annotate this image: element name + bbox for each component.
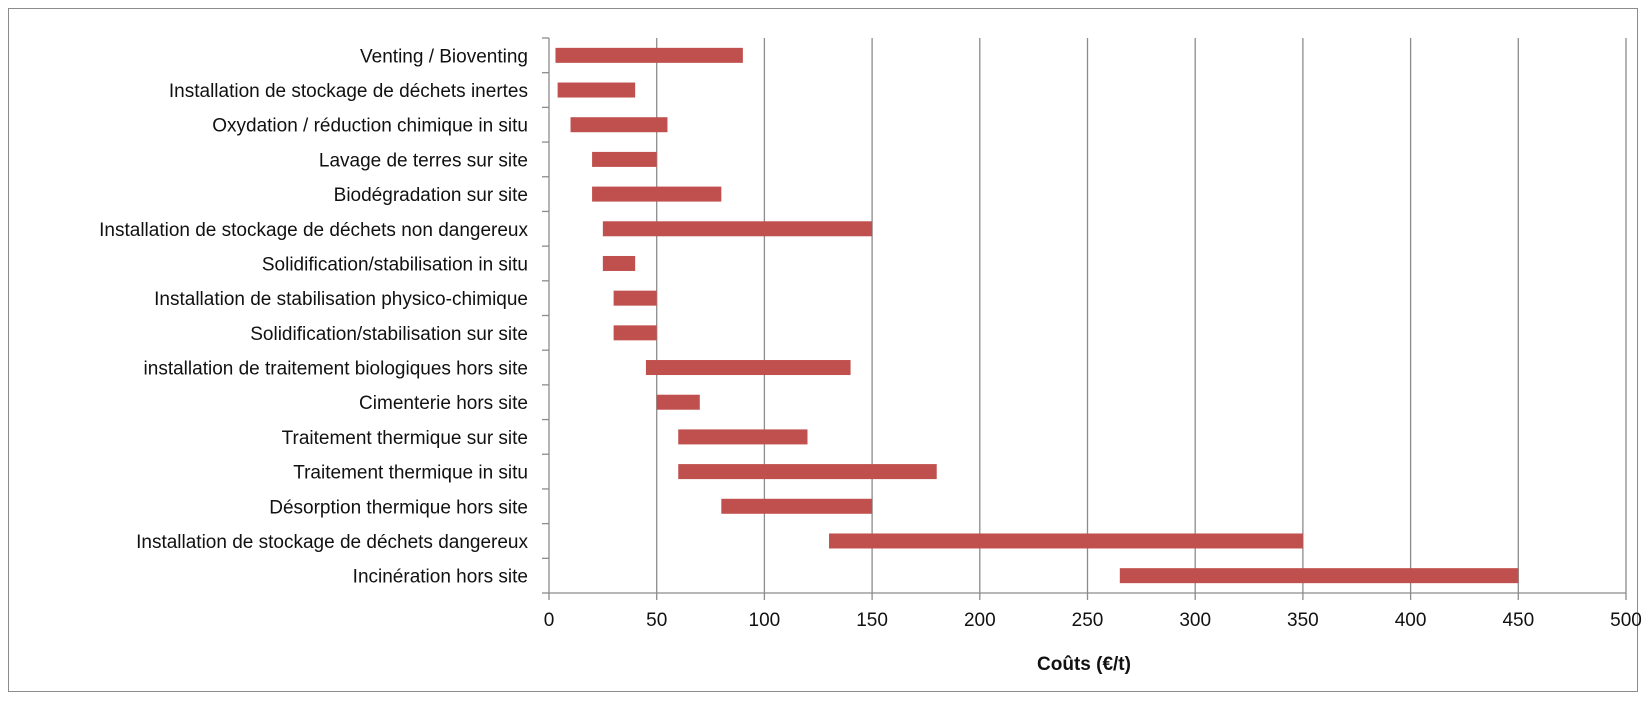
x-tick-label: 100 xyxy=(749,610,781,631)
range-bar xyxy=(678,429,808,445)
category-label: Incinération hors site xyxy=(353,567,528,588)
chart-frame xyxy=(8,8,1638,692)
range-bar xyxy=(645,360,851,376)
category-label: Biodégradation sur site xyxy=(334,185,528,206)
x-tick-label: 50 xyxy=(646,610,667,631)
category-label: Oxydation / réduction chimique in situ xyxy=(212,116,528,137)
range-bar xyxy=(829,533,1303,549)
axes xyxy=(542,37,1627,600)
range-bar xyxy=(557,82,636,98)
x-tick-label: 300 xyxy=(1179,610,1211,631)
range-bar xyxy=(602,255,636,271)
x-tick-label: 150 xyxy=(856,610,888,631)
category-label: Désorption thermique hors site xyxy=(269,497,528,518)
labels: 0 50 100 150 200 250 300 350 400 450 500 Venting / … xyxy=(99,46,1642,631)
range-bar xyxy=(613,325,657,341)
range-bar xyxy=(592,186,722,202)
range-bar xyxy=(613,290,657,306)
range-bar xyxy=(592,151,657,167)
category-label: Solidification/stabilisation in situ xyxy=(262,254,528,275)
range-bar xyxy=(555,47,743,63)
x-tick-label: 200 xyxy=(964,610,996,631)
category-label: Solidification/stabilisation sur site xyxy=(250,324,528,345)
gridlines xyxy=(656,38,1627,593)
x-tick-label: 400 xyxy=(1395,610,1427,631)
category-label: Installation de stabilisation physico-ch… xyxy=(154,289,528,310)
x-tick-label: 0 xyxy=(544,610,555,631)
x-tick-label: 350 xyxy=(1287,610,1319,631)
range-bar xyxy=(721,498,873,514)
category-label: Cimenterie hors site xyxy=(359,393,528,414)
range-bar xyxy=(1119,568,1519,584)
x-axis-title: Coûts (€/t) xyxy=(1037,654,1131,675)
category-label: Lavage de terres sur site xyxy=(319,150,528,171)
bars xyxy=(555,47,1519,584)
category-label: Installation de stockage de déchets non … xyxy=(99,220,528,241)
range-bar xyxy=(602,221,873,237)
range-bar xyxy=(656,394,700,410)
x-tick-label: 500 xyxy=(1610,610,1642,631)
category-label: Installation de stockage de déchets iner… xyxy=(169,81,528,102)
x-tick-label: 450 xyxy=(1502,610,1534,631)
x-tick-label: 250 xyxy=(1072,610,1104,631)
category-label: Venting / Bioventing xyxy=(360,46,528,67)
category-label: Traitement thermique in situ xyxy=(293,463,528,484)
category-label: Installation de stockage de déchets dang… xyxy=(136,532,528,553)
category-label: installation de traitement biologiques h… xyxy=(144,359,528,380)
range-bar xyxy=(678,464,937,480)
category-label: Traitement thermique sur site xyxy=(282,428,528,449)
range-bar xyxy=(570,117,668,133)
